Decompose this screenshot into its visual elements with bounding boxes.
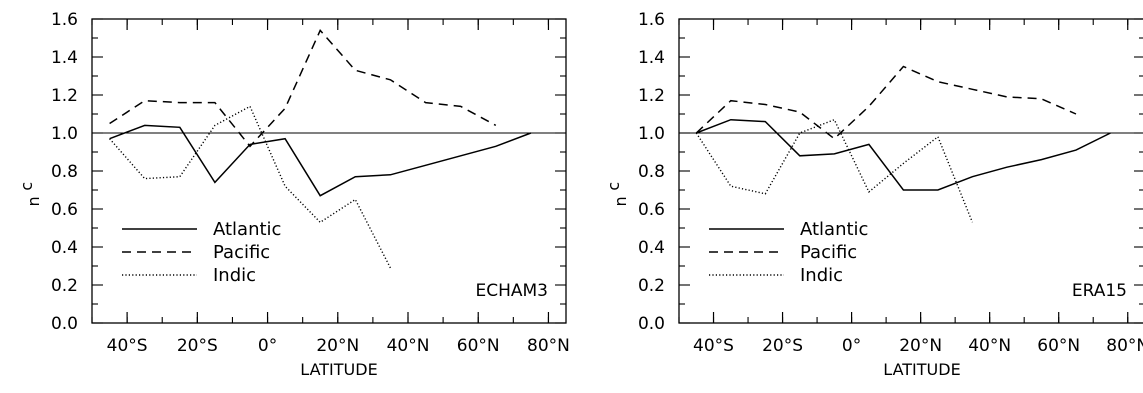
series-line-indic (109, 105, 392, 269)
series-line-pacific (695, 65, 1077, 140)
x-tick-label: 20°N (316, 336, 359, 356)
y-tick-label: 0.4 (638, 238, 665, 258)
chart-panel-2: 40°S 20°S 0° 20°N 40°N 60°N 80°N 0.0 0.2 0.4 0.6 0.… (604, 10, 1143, 379)
x-tick-label: 20°N (899, 336, 942, 356)
x-axis-title: LATITUDE (883, 360, 960, 379)
panel-label: ERA15 (1072, 281, 1127, 301)
y-tick-label: 0.6 (51, 200, 78, 220)
y-tick-label: 1.0 (638, 124, 665, 144)
y-tick-label: 0.2 (638, 276, 665, 296)
y-tick-label: 0.0 (638, 314, 665, 334)
x-tick-label: 40°S (693, 336, 734, 356)
x-tick-label: 40°S (107, 336, 148, 356)
legend-label-pacific: Pacific (800, 242, 857, 263)
legend-label-indic: Indic (213, 265, 256, 286)
y-axis-title: c (604, 182, 623, 191)
x-axis-title: LATITUDE (300, 360, 377, 379)
x-tick-label: 20°S (762, 336, 803, 356)
x-tick-label: 0° (258, 336, 277, 356)
y-tick-label: 0.2 (51, 276, 78, 296)
y-tick-label: 1.4 (638, 48, 665, 68)
plot-frame (91, 18, 567, 324)
x-tick-label: 80°N (1106, 336, 1143, 356)
y-tick-label: 0.0 (51, 314, 78, 334)
series-line-atlantic (696, 118, 1111, 191)
y-tick-label: 1.2 (51, 86, 78, 106)
y-axis-title: c (17, 182, 36, 191)
series-line-pacific (109, 29, 497, 148)
y-tick-label: 0.8 (51, 162, 78, 182)
y-axis-title-subscript: n (24, 196, 43, 206)
y-tick-label: 0.4 (51, 238, 78, 258)
legend-label-atlantic: Atlantic (800, 219, 868, 240)
series-line-atlantic (109, 124, 532, 197)
y-tick-label: 0.8 (638, 162, 665, 182)
chart-panel-1: 40°S 20°S 0° 20°N 40°N 60°N 80°N 0.0 0.2 0.4 0.6 0.… (17, 10, 570, 379)
panel-label: ECHAM3 (475, 281, 548, 301)
y-tick-label: 1.4 (51, 48, 78, 68)
legend-label-atlantic: Atlantic (213, 219, 281, 240)
x-tick-label: 60°N (457, 336, 500, 356)
x-tick-label: 40°N (387, 336, 430, 356)
y-tick-label: 1.2 (638, 86, 665, 106)
x-tick-label: 80°N (527, 336, 570, 356)
series-line-indic (695, 118, 974, 223)
x-tick-label: 20°S (177, 336, 218, 356)
x-tick-label: 60°N (1037, 336, 1080, 356)
y-tick-label: 1.6 (51, 10, 78, 30)
y-axis-title-subscript: n (611, 196, 630, 206)
y-tick-label: 1.0 (51, 124, 78, 144)
legend-label-pacific: Pacific (213, 242, 270, 263)
y-tick-label: 0.6 (638, 200, 665, 220)
plot-frame (678, 18, 1143, 324)
x-tick-label: 0° (842, 336, 861, 356)
y-tick-label: 1.6 (638, 10, 665, 30)
legend-label-indic: Indic (800, 265, 843, 286)
x-tick-label: 40°N (968, 336, 1011, 356)
